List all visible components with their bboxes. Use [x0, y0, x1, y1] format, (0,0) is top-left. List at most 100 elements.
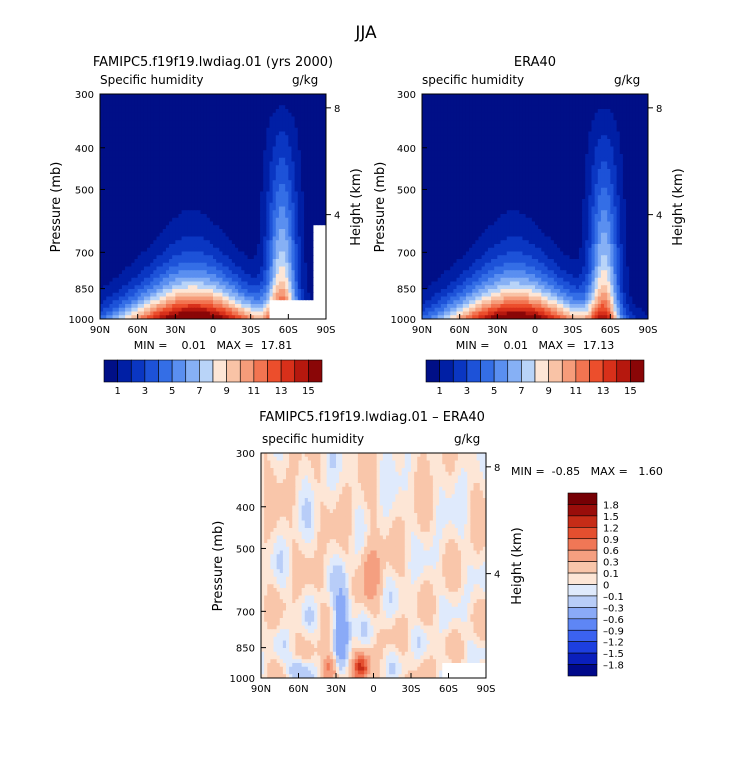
contour-cell: [263, 131, 267, 136]
contour-cell: [213, 315, 217, 319]
contour-cell: [263, 157, 267, 163]
contour-cell: [638, 116, 643, 121]
contour-cell: [150, 285, 154, 290]
contour-cell: [300, 184, 305, 189]
contour-cell: [216, 236, 220, 241]
contour-cell: [206, 150, 211, 155]
contour-cell: [150, 240, 154, 245]
contour-cell: [172, 315, 176, 319]
min-max-readout: MIN = 0.01 MAX = 17.81: [134, 339, 292, 352]
contour-cell: [472, 101, 476, 106]
contour-cell: [250, 146, 255, 151]
contour-cell: [291, 105, 296, 110]
contour-cell: [222, 232, 227, 238]
contour-cell: [184, 202, 189, 208]
contour-cell: [244, 176, 249, 181]
contour-cell: [121, 105, 126, 110]
contour-cell: [300, 210, 305, 215]
contour-cell: [181, 285, 186, 290]
contour-cell: [128, 240, 132, 245]
contour-cell: [140, 315, 145, 319]
contour-cell: [253, 221, 258, 226]
contour-cell: [219, 229, 224, 234]
contour-cell: [200, 120, 205, 125]
contour-cell: [134, 127, 139, 133]
contour-cell: [597, 120, 602, 125]
contour-cell: [162, 131, 167, 136]
contour-cell: [206, 240, 211, 245]
contour-cell: [247, 285, 252, 290]
contour-cell: [316, 184, 321, 189]
contour-cell: [269, 244, 274, 249]
contour-cell: [216, 251, 220, 256]
contour-cell: [194, 135, 198, 140]
contour-cell: [169, 165, 173, 170]
contour-cell: [187, 255, 192, 260]
contour-cell: [600, 116, 605, 121]
contour-cell: [147, 304, 151, 309]
contour-cell: [269, 274, 274, 279]
contour-cell: [194, 274, 198, 279]
contour-cell: [203, 262, 208, 268]
contour-cell: [203, 146, 208, 151]
contour-cell: [291, 304, 296, 309]
contour-cell: [291, 221, 296, 226]
contour-cell: [313, 270, 318, 275]
contour-cell: [322, 176, 326, 181]
contour-cell: [431, 94, 436, 99]
contour-cell: [238, 131, 242, 136]
contour-cell: [519, 105, 524, 110]
contour-cell: [222, 296, 227, 301]
contour-cell: [184, 214, 189, 219]
contour-cell: [150, 304, 154, 309]
contour-cell: [247, 124, 252, 129]
contour-cell: [112, 236, 117, 241]
contour-cell: [137, 296, 142, 301]
contour-cell: [300, 240, 305, 245]
contour-cell: [422, 97, 426, 103]
contour-cell: [437, 109, 442, 114]
contour-cell: [228, 195, 233, 200]
contour-cell: [297, 169, 302, 174]
contour-cell: [219, 232, 224, 238]
contour-cell: [209, 101, 214, 106]
contour-cell: [118, 187, 123, 193]
contour-cell: [115, 229, 120, 234]
contour-cell: [225, 131, 230, 136]
contour-cell: [304, 240, 308, 245]
contour-cell: [322, 229, 326, 234]
contour-cell: [115, 94, 120, 99]
contour-cell: [431, 105, 436, 110]
contour-cell: [194, 191, 198, 196]
contour-cell: [234, 221, 239, 226]
contour-cell: [143, 127, 148, 133]
contour-cell: [103, 221, 107, 226]
contour-cell: [626, 116, 630, 121]
contour-cell: [128, 109, 132, 114]
contour-cell: [297, 307, 302, 313]
contour-cell: [197, 262, 202, 268]
contour-cell: [219, 124, 224, 129]
contour-cell: [278, 285, 283, 290]
contour-cell: [222, 195, 227, 200]
contour-cell: [234, 304, 239, 309]
contour-cell: [165, 94, 170, 99]
contour-cell: [300, 307, 305, 313]
contour-cell: [626, 94, 630, 99]
contour-cell: [462, 105, 467, 110]
contour-cell: [143, 236, 148, 241]
contour-cell: [294, 131, 299, 136]
contour-cell: [200, 139, 205, 144]
contour-cell: [288, 116, 293, 121]
contour-cell: [578, 94, 583, 99]
contour-cell: [181, 206, 186, 211]
contour-cell: [115, 311, 120, 316]
contour-cell: [194, 300, 198, 305]
contour-cell: [112, 296, 117, 301]
contour-cell: [282, 97, 286, 103]
contour-cell: [100, 135, 104, 140]
contour-cell: [131, 154, 136, 159]
contour-cell: [175, 146, 180, 151]
contour-cell: [250, 131, 255, 136]
contour-cell: [216, 247, 220, 253]
